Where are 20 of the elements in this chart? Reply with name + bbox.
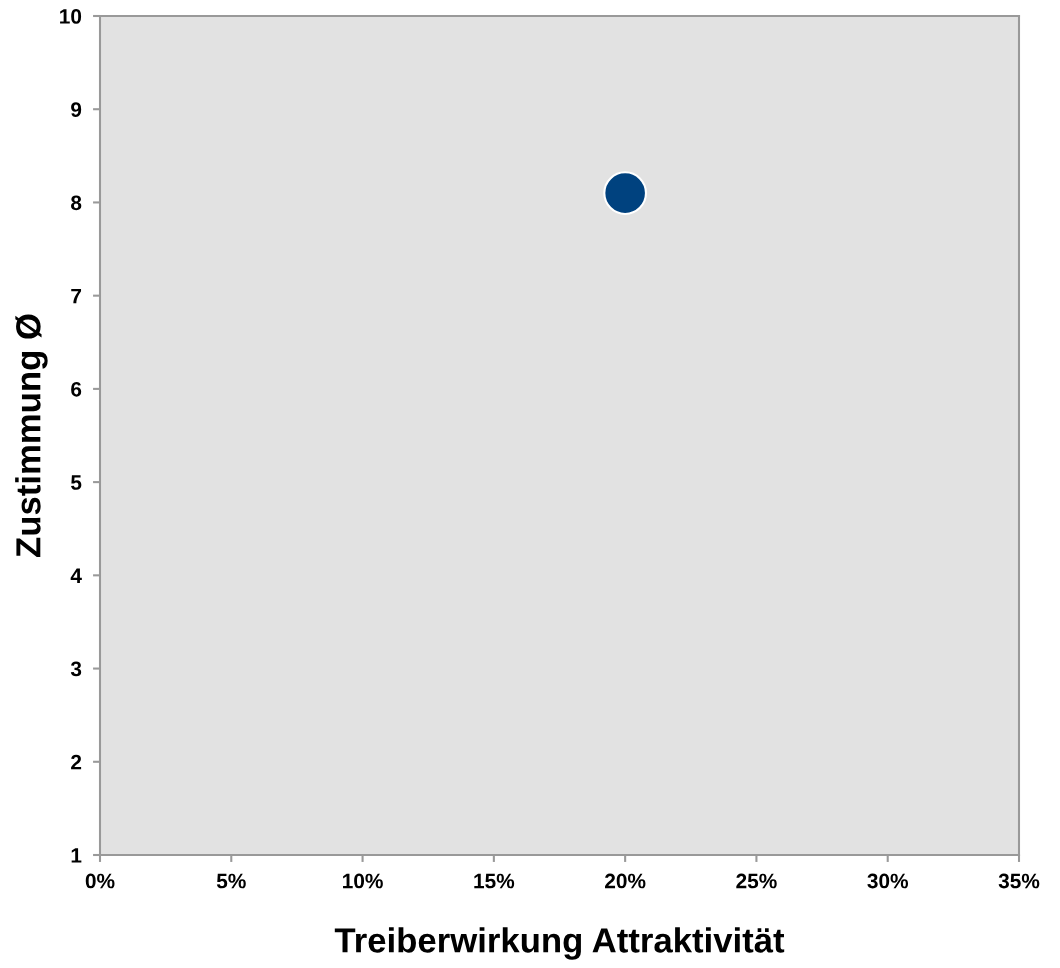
x-tick-label: 15% <box>474 873 515 889</box>
y-tick-label: 10 <box>60 9 82 24</box>
x-tick-label: 25% <box>736 873 777 889</box>
x-tick-label: 0% <box>85 873 115 889</box>
x-axis-title: Treiberwirkung Attraktivität <box>334 927 785 960</box>
y-tick-label: 9 <box>71 102 82 117</box>
y-tick-label: 6 <box>71 381 82 397</box>
y-tick-label: 7 <box>71 288 82 304</box>
y-tick-label: 2 <box>71 754 82 770</box>
y-tick-label: 8 <box>71 195 82 211</box>
y-tick-label: 5 <box>71 475 82 490</box>
y-tick-label: 1 <box>71 848 82 863</box>
x-tick-label: 35% <box>998 873 1040 889</box>
x-tick-label: 5% <box>216 873 246 889</box>
y-tick-label: 4 <box>70 568 82 583</box>
x-tick-label: 20% <box>605 873 646 889</box>
x-tick-label: 30% <box>867 873 909 889</box>
x-tick-label: 10% <box>343 873 383 889</box>
y-tick-label: 3 <box>70 661 82 677</box>
y-axis-title: Zustimmung Ø <box>15 314 48 557</box>
